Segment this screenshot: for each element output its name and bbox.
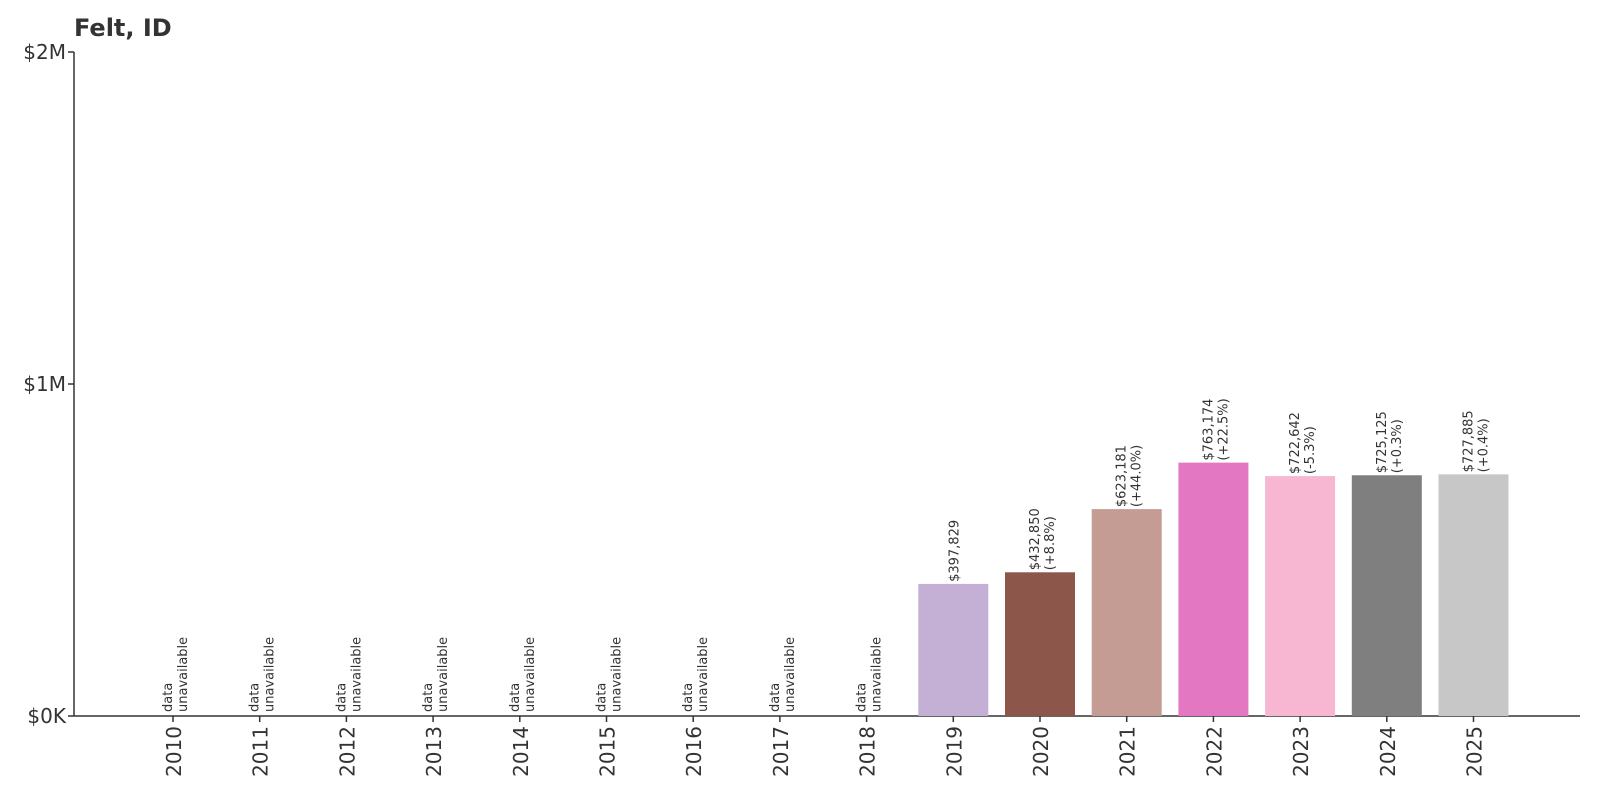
x-tick-label: 2022 bbox=[1202, 726, 1226, 777]
bar-value-label: $727,885(+0.4%) bbox=[1462, 410, 1492, 472]
x-tick-label: 2020 bbox=[1029, 726, 1053, 777]
bar-value-label: $397,829 bbox=[947, 520, 962, 582]
bar bbox=[1351, 475, 1422, 716]
bar bbox=[1438, 474, 1509, 716]
x-tick-label: 2016 bbox=[682, 726, 706, 777]
bar-value-label: $725,125(+0.3%) bbox=[1375, 411, 1405, 473]
bar bbox=[1005, 572, 1075, 716]
data-unavailable-label: dataunavailable bbox=[334, 637, 364, 712]
data-unavailable-label: dataunavailable bbox=[248, 637, 278, 712]
x-tick-label: 2025 bbox=[1463, 726, 1487, 777]
x-tick-label: 2023 bbox=[1289, 726, 1313, 777]
bar bbox=[1265, 476, 1336, 716]
bar-value-label: $432,850(+8.8%) bbox=[1028, 508, 1058, 570]
x-tick-label: 2015 bbox=[596, 726, 620, 777]
bar-value-label: $722,642(-5.3%) bbox=[1288, 412, 1318, 474]
x-tick-label: 2011 bbox=[249, 726, 273, 777]
data-unavailable-label: dataunavailable bbox=[768, 637, 798, 712]
x-tick-label: 2018 bbox=[856, 726, 880, 777]
x-tick-label: 2021 bbox=[1116, 726, 1140, 777]
bar bbox=[1178, 462, 1249, 716]
bar bbox=[918, 583, 989, 716]
x-tick-label: 2024 bbox=[1376, 726, 1400, 777]
bar-value-label: $623,181(+44.0%) bbox=[1115, 445, 1145, 507]
bar bbox=[1091, 509, 1162, 716]
x-tick-label: 2014 bbox=[509, 726, 533, 777]
x-tick-label: 2017 bbox=[769, 726, 793, 777]
y-tick-label: $2M bbox=[23, 40, 66, 64]
chart-title: Felt, ID bbox=[74, 14, 172, 42]
data-unavailable-label: dataunavailable bbox=[508, 637, 538, 712]
data-unavailable-label: dataunavailable bbox=[855, 637, 885, 712]
x-tick-label: 2019 bbox=[942, 726, 966, 777]
bar-value-label: $763,174(+22.5%) bbox=[1201, 398, 1231, 460]
x-tick-label: 2013 bbox=[422, 726, 446, 777]
y-tick-label: $1M bbox=[23, 372, 66, 396]
data-unavailable-label: dataunavailable bbox=[161, 637, 191, 712]
y-tick-label: $0K bbox=[27, 704, 66, 728]
data-unavailable-label: dataunavailable bbox=[421, 637, 451, 712]
data-unavailable-label: dataunavailable bbox=[595, 637, 625, 712]
data-unavailable-label: dataunavailable bbox=[681, 637, 711, 712]
x-tick-label: 2010 bbox=[162, 726, 186, 777]
x-tick-label: 2012 bbox=[335, 726, 359, 777]
